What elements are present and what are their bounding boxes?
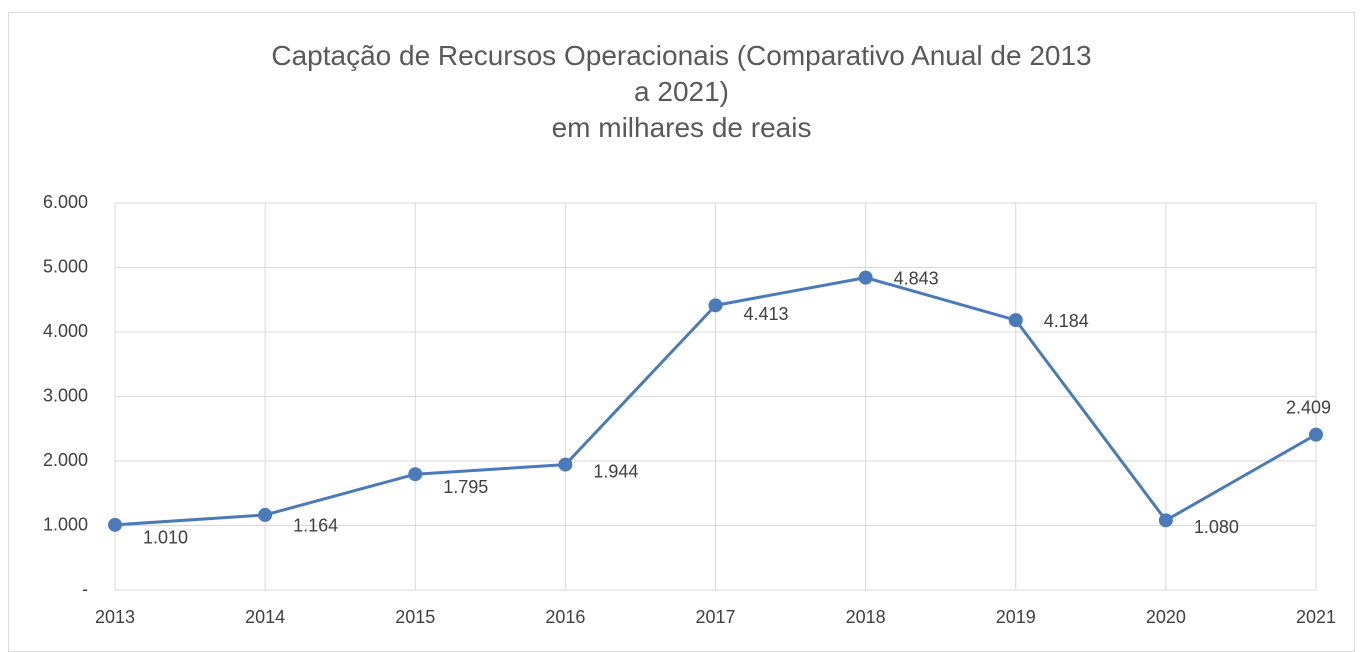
x-tick-label: 2016	[545, 607, 585, 627]
data-label: 4.413	[744, 304, 789, 324]
marker	[708, 298, 723, 313]
chart-subtitle: em milhares de reais	[551, 112, 812, 143]
y-tick-label: -	[82, 579, 88, 599]
data-label: 2.409	[1286, 397, 1331, 417]
data-label: 1.795	[443, 477, 488, 497]
y-tick-label: 2.000	[43, 450, 88, 470]
marker	[408, 467, 423, 482]
x-tick-label: 2017	[695, 607, 735, 627]
marker	[858, 270, 873, 285]
marker	[1158, 513, 1173, 528]
x-tick-label: 2015	[395, 607, 435, 627]
chart-title: Captação de Recursos Operacionais (Compa…	[271, 40, 1092, 107]
marker	[108, 517, 122, 532]
y-tick-label: 3.000	[43, 385, 88, 405]
titles: Captação de Recursos Operacionais (Compa…	[0, 38, 1363, 146]
data-label: 1.944	[593, 461, 638, 481]
x-tick-label: 2019	[996, 607, 1036, 627]
marker	[558, 457, 573, 472]
x-tick-label: 2014	[245, 607, 285, 627]
y-tick-label: 1.000	[43, 514, 88, 534]
marker	[258, 507, 273, 522]
y-tick-label: 6.000	[43, 192, 88, 212]
marker	[1309, 427, 1323, 442]
x-tick-label: 2021	[1296, 607, 1336, 627]
data-label: 1.080	[1194, 517, 1239, 537]
x-tick-label: 2020	[1146, 607, 1186, 627]
marker	[1008, 313, 1023, 328]
data-label: 4.843	[894, 268, 939, 288]
y-tick-label: 4.000	[43, 321, 88, 341]
y-tick-label: 5.000	[43, 256, 88, 276]
x-tick-label: 2018	[846, 607, 886, 627]
data-label: 4.184	[1044, 311, 1089, 331]
data-label: 1.010	[143, 528, 188, 548]
data-label: 1.164	[293, 516, 338, 536]
x-tick-label: 2013	[95, 607, 135, 627]
